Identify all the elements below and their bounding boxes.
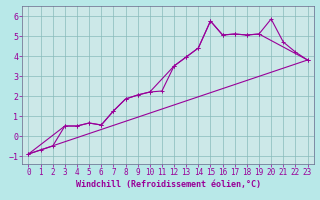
X-axis label: Windchill (Refroidissement éolien,°C): Windchill (Refroidissement éolien,°C) bbox=[76, 180, 260, 189]
